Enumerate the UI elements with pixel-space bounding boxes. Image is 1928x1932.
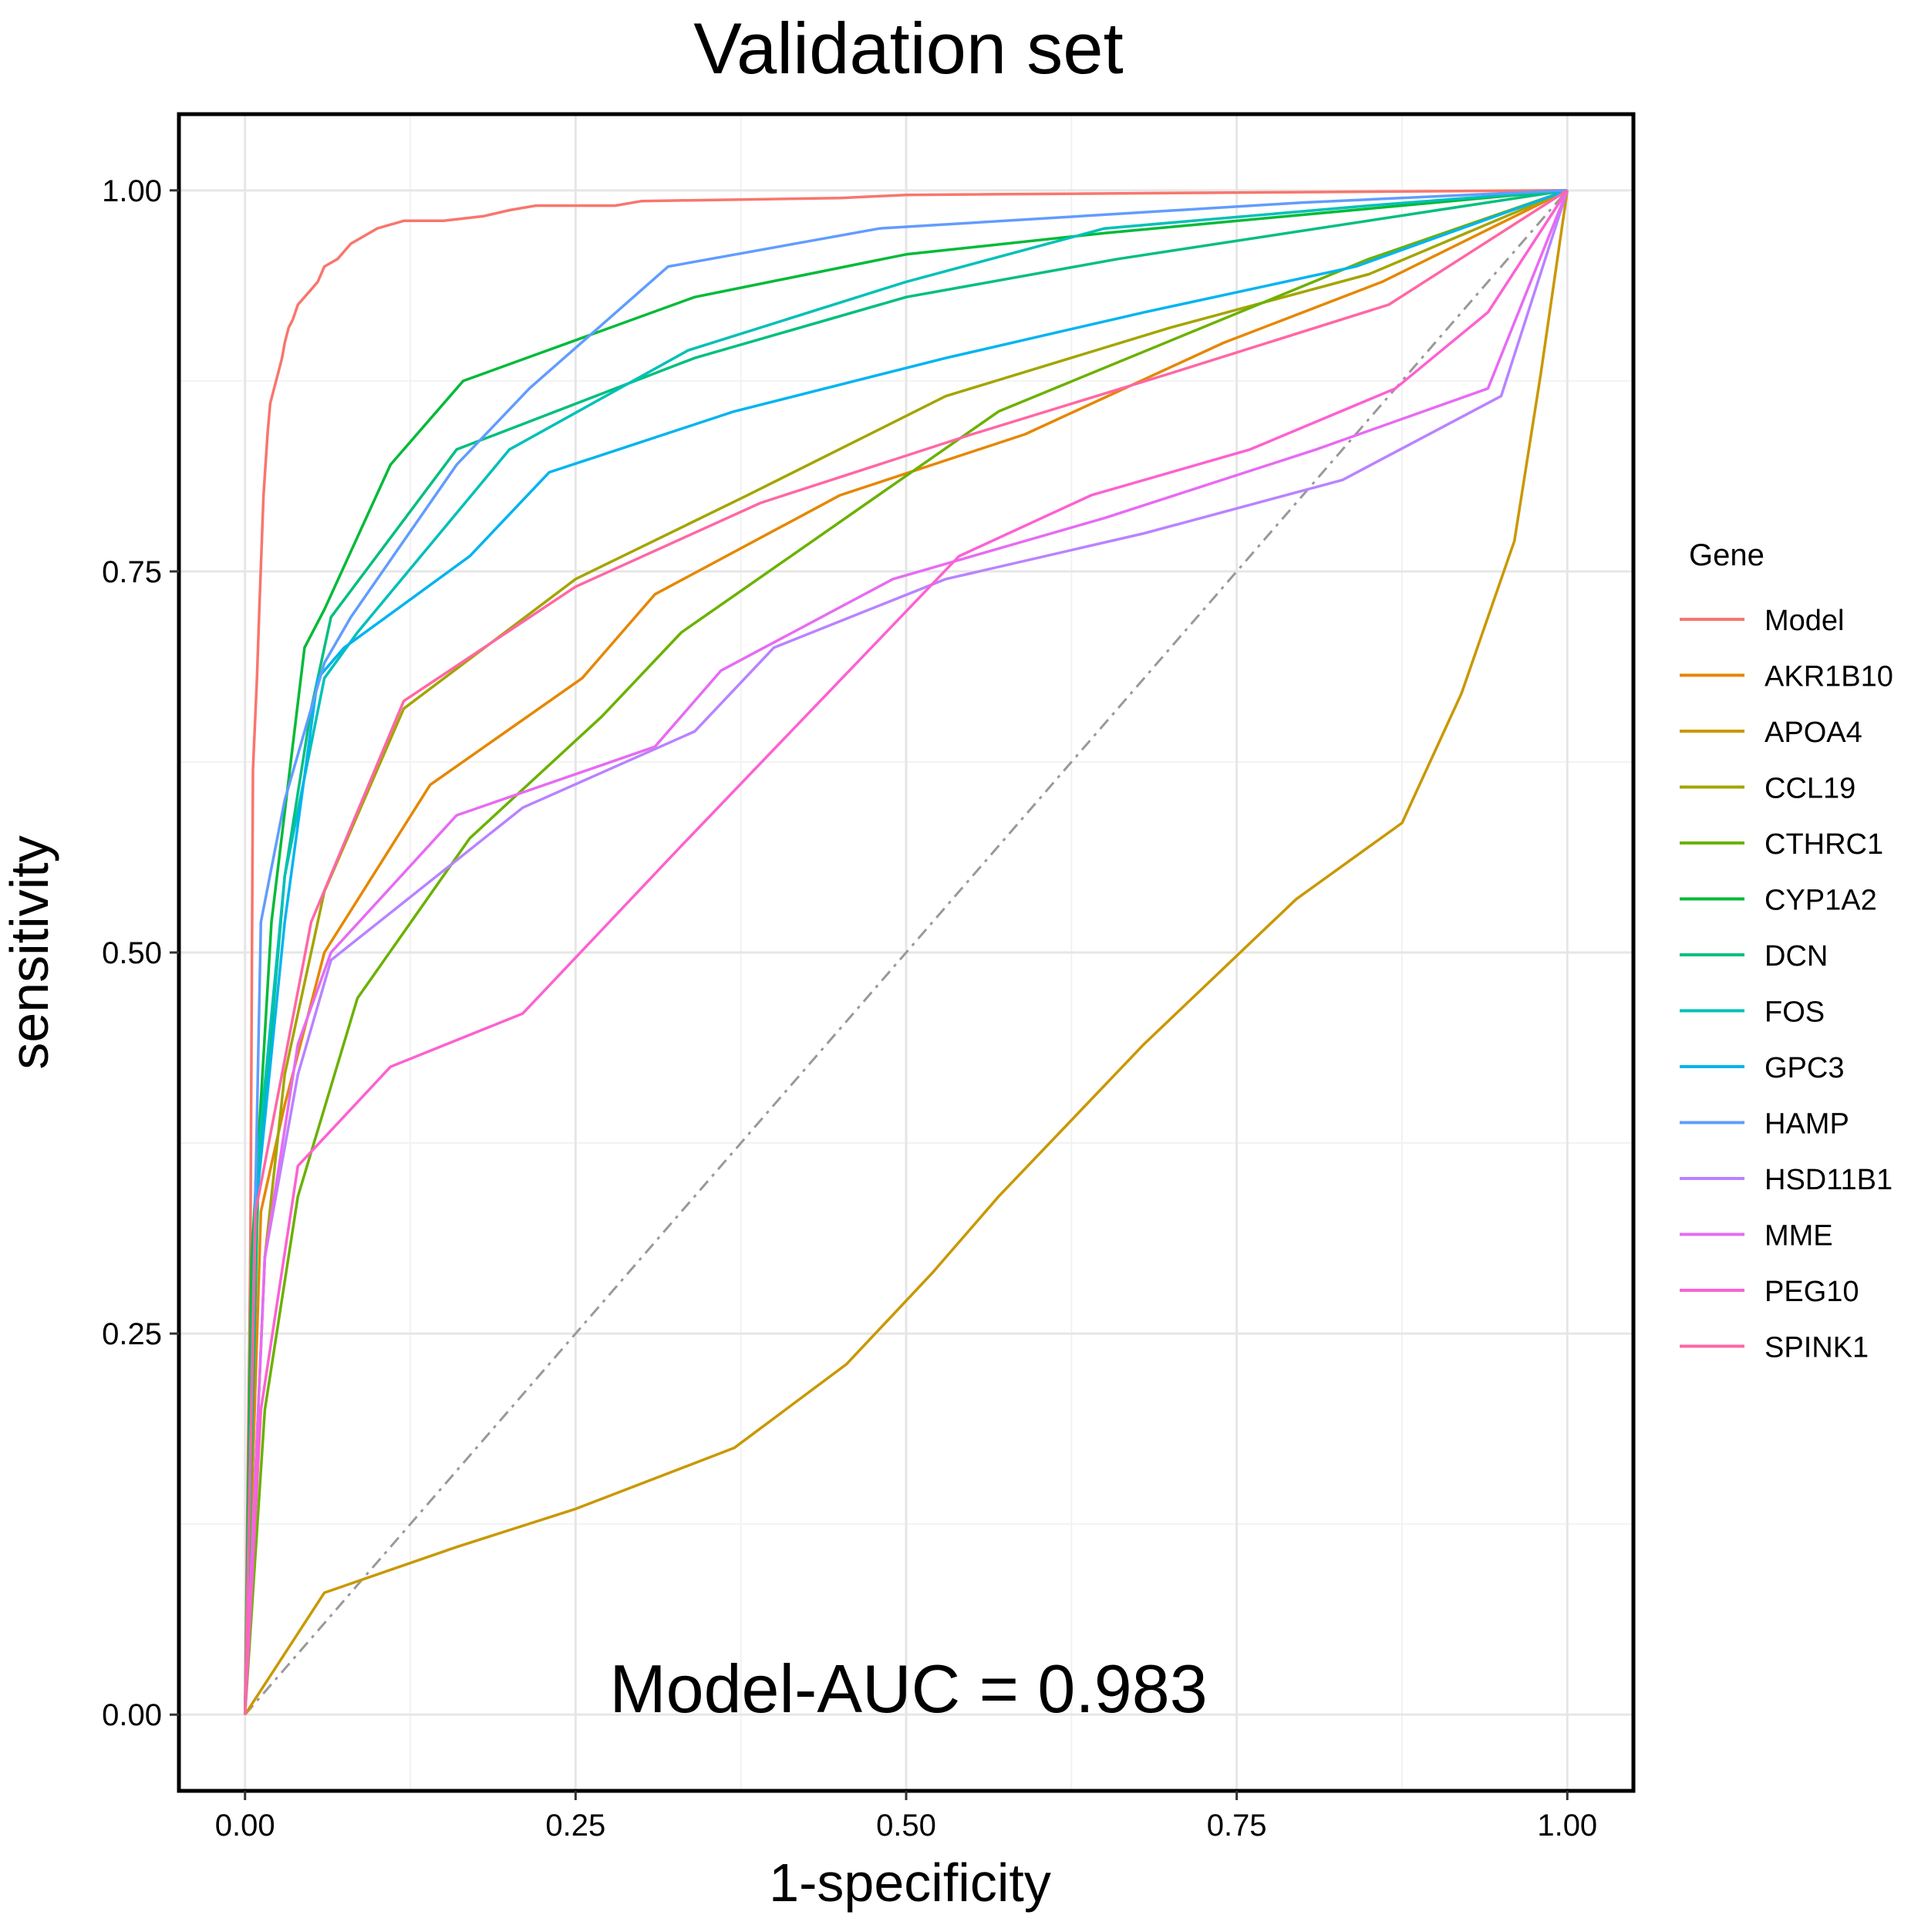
grid bbox=[179, 114, 1633, 1791]
legend-label: APOA4 bbox=[1765, 716, 1862, 749]
legend-item: Model bbox=[1680, 605, 1845, 637]
series-line-fos bbox=[243, 189, 1568, 1715]
y-axis-label: sensitivity bbox=[0, 835, 59, 1069]
x-tick-label: 1.00 bbox=[1537, 1809, 1597, 1843]
legend-label: PEG10 bbox=[1765, 1276, 1859, 1308]
chart-title: Validation set bbox=[693, 8, 1123, 89]
legend-item: DCN bbox=[1680, 940, 1828, 973]
legend-label: AKR1B10 bbox=[1765, 661, 1893, 693]
series-line-peg10 bbox=[243, 189, 1569, 1715]
legend: Gene Model AKR1B10 APOA4 CCL19 CTHRC1 CYP1A2 D… bbox=[1680, 538, 1893, 1364]
legend-item: CYP1A2 bbox=[1680, 885, 1877, 917]
legend-label: CCL19 bbox=[1765, 773, 1856, 805]
x-tick-label: 0.00 bbox=[215, 1809, 275, 1843]
y-tick-label: 0.25 bbox=[102, 1317, 162, 1351]
legend-label: DCN bbox=[1765, 940, 1828, 973]
legend-label: HSD11B1 bbox=[1765, 1164, 1893, 1196]
reference-diagonal bbox=[244, 189, 1569, 1716]
series-layer bbox=[243, 189, 1569, 1716]
legend-item: FOS bbox=[1680, 996, 1825, 1029]
series-line-cthrc1 bbox=[243, 189, 1568, 1715]
series-line-apoa4 bbox=[244, 190, 1569, 1716]
legend-label: SPINK1 bbox=[1765, 1332, 1869, 1364]
x-tick-label: 0.75 bbox=[1207, 1809, 1267, 1843]
series-line-spink1 bbox=[243, 189, 1569, 1715]
series-line-hsd11b1 bbox=[243, 190, 1569, 1715]
y-tick-label: 0.50 bbox=[102, 936, 162, 970]
series-line-hamp bbox=[243, 189, 1568, 1715]
legend-label: CYP1A2 bbox=[1765, 885, 1877, 917]
legend-item: CTHRC1 bbox=[1680, 828, 1883, 861]
legend-items: Model AKR1B10 APOA4 CCL19 CTHRC1 CYP1A2 DCN FOS… bbox=[1680, 605, 1893, 1364]
legend-label: FOS bbox=[1765, 996, 1825, 1029]
series-line-cyp1a2 bbox=[243, 189, 1568, 1715]
y-tick-label: 1.00 bbox=[102, 174, 162, 208]
series-line-model bbox=[243, 189, 1568, 1715]
legend-item: AKR1B10 bbox=[1680, 661, 1893, 693]
legend-item: SPINK1 bbox=[1680, 1332, 1869, 1364]
series-line-gpc3 bbox=[243, 189, 1568, 1715]
x-axis-label: 1-specificity bbox=[769, 1853, 1051, 1913]
x-tick-label: 0.50 bbox=[876, 1809, 936, 1843]
reference-line-layer bbox=[244, 189, 1569, 1716]
legend-label: Model bbox=[1765, 605, 1845, 637]
y-tick-label: 0.00 bbox=[102, 1698, 162, 1732]
legend-label: GPC3 bbox=[1765, 1052, 1844, 1084]
legend-label: CTHRC1 bbox=[1765, 828, 1883, 861]
legend-title: Gene bbox=[1689, 538, 1765, 572]
legend-item: GPC3 bbox=[1680, 1052, 1844, 1084]
legend-item: HAMP bbox=[1680, 1108, 1849, 1141]
legend-label: HAMP bbox=[1765, 1108, 1849, 1141]
legend-item: CCL19 bbox=[1680, 773, 1856, 805]
legend-item: APOA4 bbox=[1680, 716, 1862, 749]
auc-annotation: Model-AUC = 0.983 bbox=[609, 1650, 1207, 1727]
legend-label: MME bbox=[1765, 1220, 1833, 1253]
series-line-mme bbox=[243, 190, 1569, 1715]
y-tick-label: 0.75 bbox=[102, 555, 162, 589]
x-tick-label: 0.25 bbox=[545, 1809, 605, 1843]
series-line-ccl19 bbox=[243, 189, 1568, 1715]
legend-item: PEG10 bbox=[1680, 1276, 1859, 1308]
legend-item: MME bbox=[1680, 1220, 1833, 1253]
axis-ticks: 0.00 0.25 0.50 0.75 1.00 0.00 0.25 0.50 0.75 1.00 bbox=[102, 174, 1597, 1843]
legend-item: HSD11B1 bbox=[1680, 1164, 1893, 1196]
